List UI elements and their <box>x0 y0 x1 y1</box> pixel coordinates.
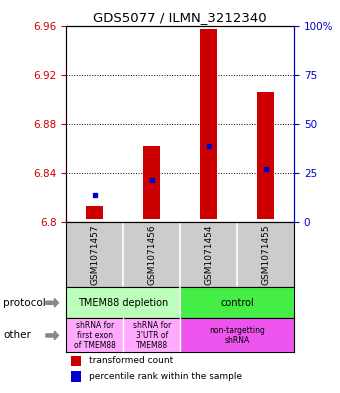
Text: GSM1071456: GSM1071456 <box>147 224 156 285</box>
Bar <box>71 371 81 382</box>
Text: GSM1071455: GSM1071455 <box>261 224 270 285</box>
Bar <box>200 29 217 219</box>
Text: control: control <box>220 298 254 308</box>
Text: percentile rank within the sample: percentile rank within the sample <box>89 372 242 381</box>
Bar <box>123 318 180 353</box>
Text: shRNA for
first exon
of TMEM88: shRNA for first exon of TMEM88 <box>74 321 116 350</box>
Text: protocol: protocol <box>3 298 46 308</box>
Bar <box>257 92 274 219</box>
Bar <box>66 287 180 318</box>
Bar <box>180 287 294 318</box>
Text: non-targetting
shRNA: non-targetting shRNA <box>209 326 265 345</box>
Bar <box>86 206 103 219</box>
Bar <box>180 318 294 353</box>
Text: shRNA for
3'UTR of
TMEM88: shRNA for 3'UTR of TMEM88 <box>133 321 171 350</box>
Bar <box>71 356 81 366</box>
Text: TMEM88 depletion: TMEM88 depletion <box>78 298 168 308</box>
Text: GSM1071457: GSM1071457 <box>90 224 99 285</box>
Bar <box>66 318 123 353</box>
Bar <box>143 146 160 219</box>
Title: GDS5077 / ILMN_3212340: GDS5077 / ILMN_3212340 <box>94 11 267 24</box>
Text: transformed count: transformed count <box>89 356 173 365</box>
Text: other: other <box>3 331 31 340</box>
Text: GSM1071454: GSM1071454 <box>204 224 213 285</box>
